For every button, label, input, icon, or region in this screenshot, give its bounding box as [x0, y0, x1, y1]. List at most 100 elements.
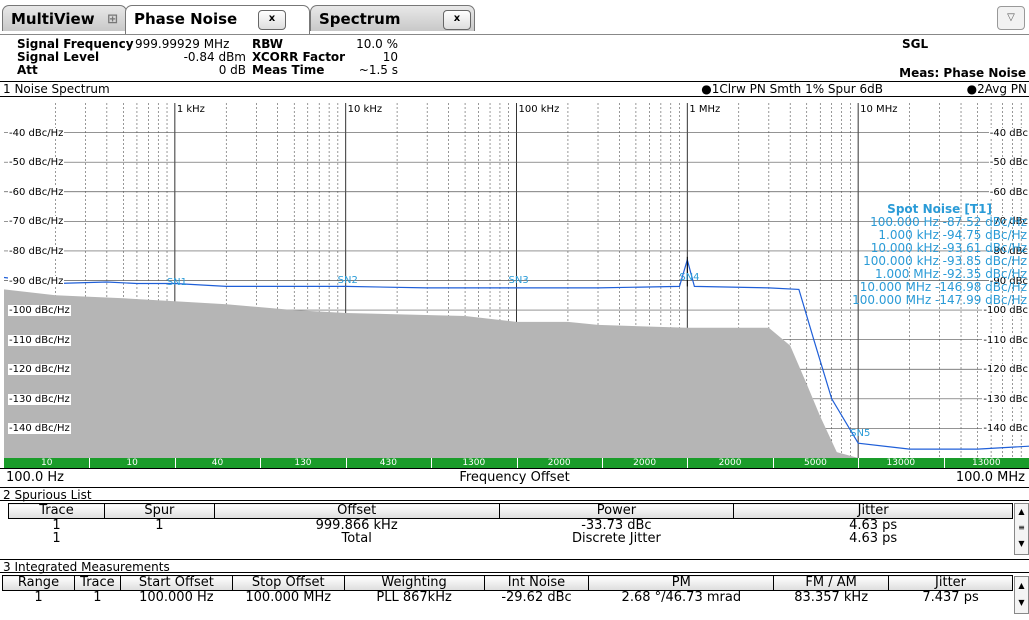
table-cell: Total	[341, 531, 372, 546]
column-header[interactable]: Jitter	[733, 503, 1013, 519]
column-header[interactable]: Stop Offset	[231, 575, 345, 591]
band-separator	[345, 458, 347, 468]
tab-multiview-label: MultiView	[11, 10, 95, 28]
close-icon[interactable]: x	[258, 10, 286, 30]
meas-time-label: Meas Time	[252, 63, 325, 77]
band-separator	[601, 458, 603, 468]
y-tick-label: -100 dBc/Hz	[8, 305, 71, 317]
spot-noise-title: Spot Noise [T1]	[887, 202, 992, 216]
band-separator	[174, 458, 176, 468]
column-header[interactable]: FM / AM	[773, 575, 890, 591]
y-tick-label-right: -110 dBc	[982, 334, 1029, 346]
band-label: 13000	[886, 458, 916, 468]
band-separator	[431, 458, 433, 468]
y-tick-label-right: -100 dBc	[982, 305, 1029, 317]
x-tick-label: 10 kHz	[347, 104, 383, 115]
close-icon[interactable]: x	[443, 10, 471, 30]
table-cell: 7.437 ps	[922, 590, 979, 605]
spot-noise-row: 1.000 kHz -94.75 dBc/Hz	[878, 228, 1027, 242]
chevron-up-icon[interactable]: ▲	[1018, 581, 1025, 590]
trace2-legend: ●2Avg PN	[966, 82, 1027, 96]
band-label: 10	[126, 458, 138, 468]
measurement-name: Meas: Phase Noise	[899, 66, 1026, 80]
column-header[interactable]: Power	[498, 503, 735, 519]
table-row[interactable]: 1 1 999.866 kHz -33.73 dBc 4.63 ps	[9, 519, 1013, 533]
table-cell: 1	[34, 590, 43, 605]
column-header[interactable]: Offset	[213, 503, 500, 519]
chevron-down-icon[interactable]: ▼	[1018, 539, 1025, 548]
spur-marker-label[interactable]: SN3	[508, 274, 529, 286]
chevron-up-icon[interactable]: ▲	[1018, 507, 1025, 516]
table-cell: 999.866 kHz	[315, 518, 398, 533]
integrated-measurements-title: 3 Integrated Measurements	[3, 560, 170, 574]
band-label: 2000	[633, 458, 657, 468]
y-tick-label: -80 dBc/Hz	[8, 245, 65, 257]
y-tick-label-right: -90 dBc	[988, 275, 1029, 287]
y-tick-label: -110 dBc/Hz	[8, 334, 71, 346]
x-axis-title: Frequency Offset	[459, 470, 570, 485]
tab-multiview[interactable]: MultiView ⊞	[2, 5, 127, 31]
integrated-scrollbar[interactable]: ▲ ▼	[1014, 576, 1029, 614]
y-tick-label: -90 dBc/Hz	[8, 275, 65, 287]
spurious-list-header[interactable]: 2 Spurious List	[0, 487, 1029, 502]
table-cell: 1	[52, 531, 61, 546]
column-header[interactable]: Trace	[8, 503, 105, 519]
spur-marker-label[interactable]: SN5	[850, 428, 871, 440]
table-cell: 100.000 MHz	[245, 590, 332, 605]
xcorr-label: XCORR Factor	[252, 50, 346, 64]
table-header-row: Trace Spur Offset Power Jitter	[8, 503, 1013, 519]
integrated-measurements-header[interactable]: 3 Integrated Measurements	[0, 559, 1029, 574]
table-cell: 1	[52, 518, 61, 533]
band-label: 2000	[547, 458, 571, 468]
column-header[interactable]: Int Noise	[483, 575, 590, 591]
spur-marker-label[interactable]: SN4	[679, 271, 700, 283]
noise-spectrum-header[interactable]: 1 Noise Spectrum ●1Clrw PN Smth 1% Spur …	[0, 81, 1029, 97]
spur-marker-label[interactable]: SN2	[337, 274, 358, 286]
band-separator	[943, 458, 945, 468]
column-header[interactable]: Jitter	[888, 575, 1013, 591]
trace2-fill	[4, 289, 859, 458]
y-tick-label-right: -50 dBc	[988, 157, 1029, 169]
table-header-row: Range Trace Start Offset Stop Offset Wei…	[2, 575, 1013, 591]
table-cell: 1	[155, 518, 164, 533]
band-label: 40	[211, 458, 224, 468]
x-tick-label: 100 kHz	[518, 104, 560, 115]
table-cell: Discrete Jitter	[571, 531, 661, 546]
grip-icon[interactable]: ≡	[1018, 523, 1025, 532]
column-header[interactable]: Range	[2, 575, 75, 591]
y-tick-label-right: -60 dBc	[988, 186, 1029, 198]
chevron-down-icon[interactable]: ▽	[997, 6, 1025, 30]
spot-noise-row: 10.000 MHz -146.98 dBc/Hz	[859, 280, 1027, 294]
table-cell: 83.357 kHz	[794, 590, 869, 605]
spurious-list-title: 2 Spurious List	[3, 488, 92, 502]
tab-spectrum[interactable]: Spectrum x	[310, 5, 475, 31]
table-cell: 100.000 Hz	[139, 590, 214, 605]
tab-phase-noise[interactable]: Phase Noise x	[125, 5, 310, 34]
trace1-line	[4, 257, 1029, 450]
table-row[interactable]: 1 1 100.000 Hz 100.000 MHz PLL 867kHz -2…	[3, 591, 1013, 605]
column-header[interactable]: Spur	[103, 503, 215, 519]
table-cell: 2.68 °/46.73 mrad	[621, 590, 742, 605]
rbw-label: RBW	[252, 37, 283, 51]
column-header[interactable]: Trace	[73, 575, 121, 591]
smoothing-band: 10 10 40 130 430 1300 2000 2000 2000 5000 13000 130…	[4, 458, 1029, 468]
att-value: 0 dB	[218, 63, 246, 77]
table-row[interactable]: 1 Total Discrete Jitter 4.63 ps	[9, 532, 1013, 545]
spurious-list-scrollbar[interactable]: ▲ ≡ ▼	[1014, 503, 1029, 555]
x-axis-footer: 100.0 Hz Frequency Offset 100.0 MHz	[0, 468, 1029, 487]
table-cell: -33.73 dBc	[581, 518, 652, 533]
chevron-down-icon[interactable]: ▼	[1018, 598, 1025, 607]
band-label: 10	[40, 458, 53, 468]
column-header[interactable]: PM	[588, 575, 775, 591]
column-header[interactable]: Start Offset	[119, 575, 233, 591]
spot-noise-row: 100.000 kHz -93.85 dBc/Hz	[863, 254, 1027, 268]
noise-spectrum-plot[interactable]: -40 dBc/Hz -50 dBc/Hz -60 dBc/Hz -70 dBc/Hz…	[4, 103, 1029, 458]
x-start: 100.0 Hz	[6, 470, 64, 485]
band-label: 1300	[462, 458, 486, 468]
signal-level-label: Signal Level	[17, 50, 100, 64]
y-tick-label-right: -130 dBc	[982, 393, 1029, 405]
x-tick-label: 10 MHz	[860, 104, 898, 115]
column-header[interactable]: Weighting	[343, 575, 485, 591]
sweep-mode: SGL	[902, 37, 929, 51]
spur-marker-label[interactable]: SN1	[166, 277, 188, 289]
